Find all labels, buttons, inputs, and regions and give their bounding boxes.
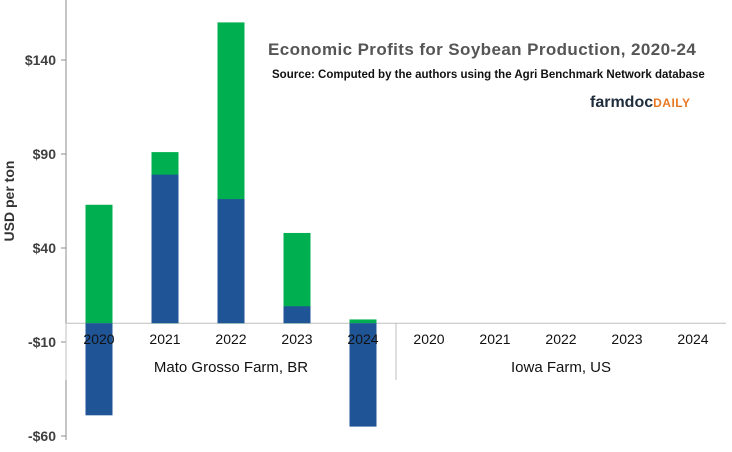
bar-mato-grosso-2024	[349, 319, 377, 324]
bar-iowa-2020	[85, 323, 113, 416]
logo-part-2: DAILY	[653, 96, 691, 110]
group-label: Iowa Farm, US	[511, 359, 611, 376]
logo-part-1: farmdoc	[590, 94, 654, 111]
x-tick-label: 2021	[479, 331, 510, 347]
y-tick-label: -$60	[28, 428, 56, 444]
x-tick-label: 2023	[281, 331, 312, 347]
x-tick-label: 2020	[83, 331, 114, 347]
chart-subtitle: Source: Computed by the authors using th…	[272, 69, 705, 81]
chart-title: Economic Profits for Soybean Production,…	[268, 40, 697, 59]
farmdoc-daily-logo: farmdocDAILY	[590, 94, 691, 112]
y-tick-label: $90	[33, 146, 57, 162]
x-tick-label: 2022	[545, 331, 576, 347]
x-tick-label: 2020	[413, 331, 444, 347]
y-axis-title: USD per ton	[1, 161, 17, 242]
x-tick-label: 2024	[347, 331, 378, 347]
group-label: Mato Grosso Farm, BR	[154, 359, 308, 376]
x-tick-label: 2024	[677, 331, 708, 347]
y-tick-label: $40	[33, 240, 57, 256]
x-tick-label: 2023	[611, 331, 642, 347]
bar-iowa-2024	[349, 323, 377, 427]
bar-mato-grosso-2020	[85, 204, 113, 324]
bar-iowa-2023	[283, 306, 311, 324]
x-tick-label: 2021	[149, 331, 180, 347]
bar-iowa-2022	[217, 199, 245, 324]
bar-iowa-2021	[151, 174, 179, 324]
y-tick-label: -$10	[28, 334, 56, 350]
y-tick-label: $140	[25, 52, 56, 68]
x-tick-label: 2022	[215, 331, 246, 347]
